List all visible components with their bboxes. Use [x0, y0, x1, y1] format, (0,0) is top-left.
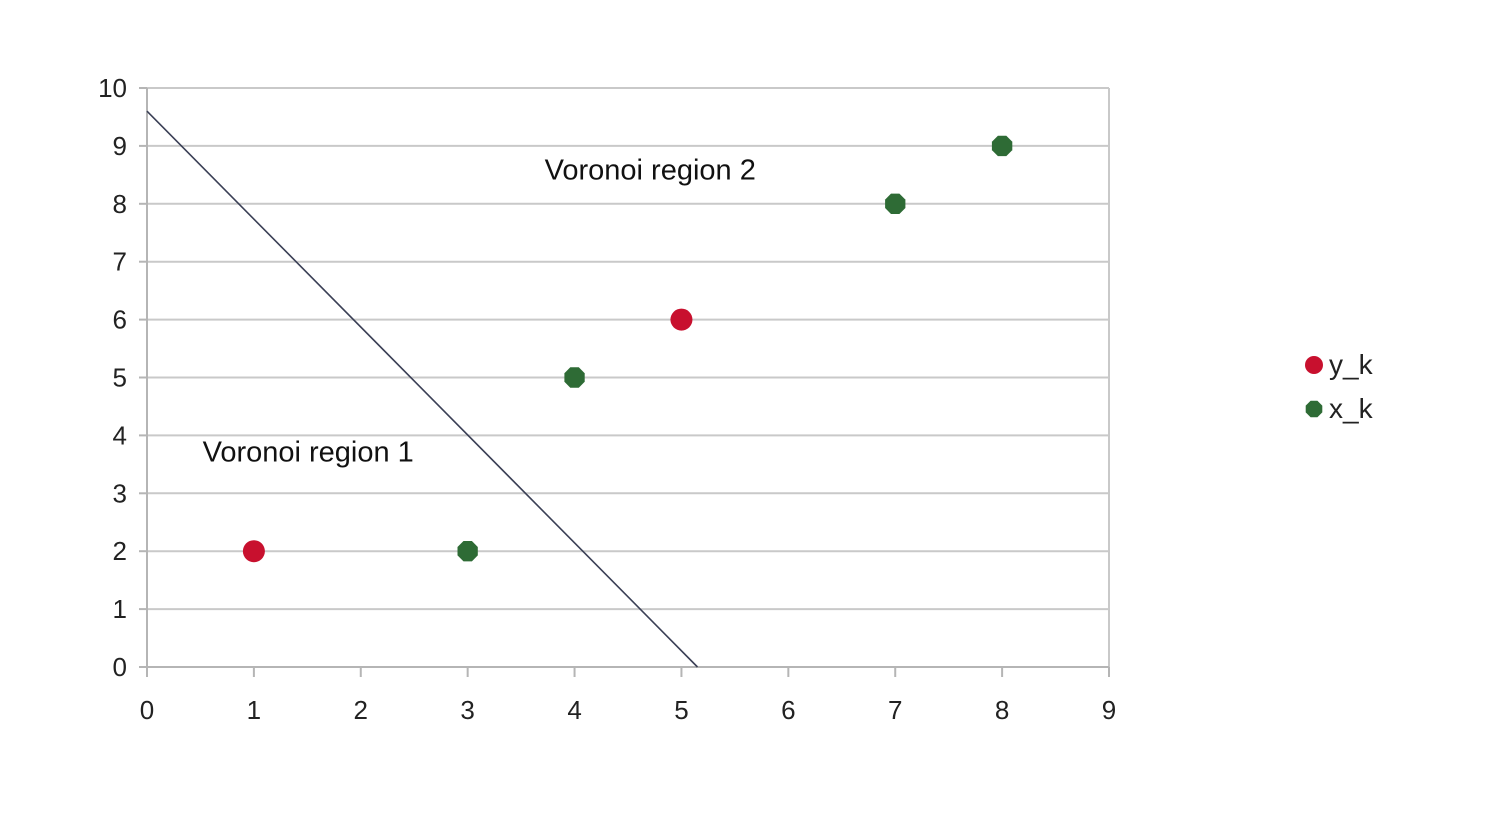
- data-points: [242, 135, 1013, 563]
- x-tick-label: 6: [781, 695, 795, 725]
- voronoi-boundary: [146, 110, 699, 668]
- annotation-voronoi-region-2: Voronoi region 2: [545, 154, 756, 186]
- x-tick-label: 7: [888, 695, 902, 725]
- point-x-k: [885, 193, 906, 214]
- legend: y_k x_k: [1305, 349, 1374, 424]
- voronoi-boundary-line: [146, 110, 699, 668]
- x-tick-label: 2: [354, 695, 368, 725]
- y-tick-label: 3: [113, 478, 127, 508]
- x-tick-label: 8: [995, 695, 1009, 725]
- point-y-k: [670, 308, 693, 331]
- y-tick-label: 2: [113, 536, 127, 566]
- y-tick-label: 0: [113, 652, 127, 682]
- y-tick-label: 5: [113, 363, 127, 393]
- point-x-k: [457, 541, 478, 562]
- legend-label-y-k: y_k: [1329, 349, 1374, 380]
- y-tick-label: 10: [98, 73, 127, 103]
- x-tick-label: 9: [1102, 695, 1116, 725]
- x-tick-label: 1: [247, 695, 261, 725]
- legend-marker-x-k: [1305, 400, 1323, 418]
- point-y-k: [242, 540, 265, 563]
- legend-label-x-k: x_k: [1329, 393, 1374, 424]
- y-tick-label: 6: [113, 305, 127, 335]
- y-tick-label: 7: [113, 247, 127, 277]
- y-tick-label: 4: [113, 420, 127, 450]
- y-tick-label: 9: [113, 131, 127, 161]
- x-tick-label: 5: [674, 695, 688, 725]
- annotation-voronoi-region-1: Voronoi region 1: [203, 436, 414, 468]
- x-tick-label: 4: [567, 695, 581, 725]
- y-tick-label: 8: [113, 189, 127, 219]
- annotations: Voronoi region 1 Voronoi region 2: [203, 154, 756, 468]
- axes: 0 1 2 3 4 5 6 7 8 9 10 0 1 2 3 4 5 6 7 8 9: [98, 73, 1116, 725]
- y-tick-label: 1: [113, 594, 127, 624]
- x-tick-label: 0: [140, 695, 154, 725]
- point-x-k: [564, 367, 585, 388]
- x-tick-label: 3: [460, 695, 474, 725]
- legend-marker-y-k: [1305, 356, 1323, 374]
- point-x-k: [991, 135, 1013, 157]
- grid-lines: [147, 87, 1110, 667]
